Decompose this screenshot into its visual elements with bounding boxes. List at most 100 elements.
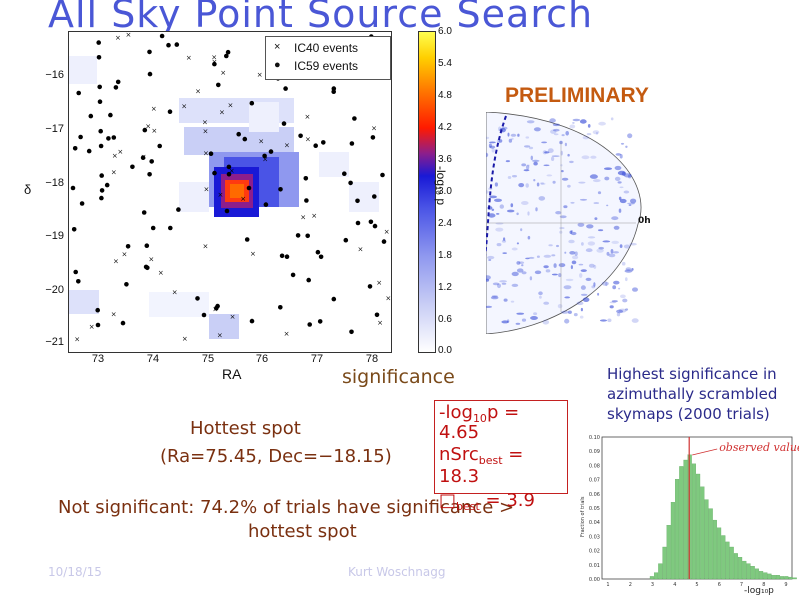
skymap-blob (494, 182, 498, 187)
skymap-blob (580, 307, 583, 312)
ic40-event-marker: × (300, 214, 306, 222)
y-tick-label: −17 (45, 123, 64, 135)
skymap-blob (551, 155, 560, 157)
ic59-event-marker (124, 282, 129, 287)
skymap-blob (521, 264, 524, 267)
ic59-event-marker (99, 195, 104, 201)
skymap-blob (527, 235, 531, 240)
ic59-event-marker (268, 149, 274, 154)
ic59-event-marker (73, 269, 78, 275)
skymap-blob (559, 227, 565, 229)
heatmap-cell (249, 102, 279, 132)
histogram-bar (729, 546, 734, 580)
skymap-blob (521, 163, 527, 167)
y-tick-label: −21 (45, 336, 64, 348)
ic40-event-marker: × (305, 113, 311, 121)
skymap-blob (553, 128, 560, 132)
ic40-event-marker: × (212, 305, 218, 313)
ic40-event-marker: × (172, 289, 178, 297)
ic40-event-marker: × (211, 54, 217, 62)
ic40-event-marker: × (229, 167, 235, 175)
ic59-event-marker (125, 244, 131, 249)
ic40-event-marker: × (122, 251, 128, 259)
skymap-blob (587, 236, 596, 239)
skymap-blob (579, 315, 584, 319)
ic59-event-marker (96, 55, 102, 60)
skymap-blob (573, 313, 578, 317)
skymap-blob (611, 300, 618, 303)
ic59-event-marker (98, 128, 103, 134)
y-tick-label: −16 (45, 69, 64, 81)
heatmap-cell (179, 182, 209, 212)
skymap-blob (517, 133, 520, 137)
histogram-bar (750, 566, 755, 580)
ic59-event-marker (246, 185, 252, 191)
skymap-blob (552, 180, 556, 184)
skymap-image (486, 112, 656, 334)
skymap-blob (516, 312, 525, 315)
skymap-blob (561, 310, 569, 314)
skymap-blob (576, 301, 584, 306)
result-nsrc-value: 18.3 (439, 466, 480, 487)
skymap-blob (577, 222, 585, 227)
skymap-blob (602, 240, 611, 243)
histogram-bar (696, 473, 701, 580)
ic40-event-marker: × (151, 105, 157, 113)
skymap-blob (541, 141, 547, 144)
skymap-blob (606, 251, 610, 256)
skymap-blob (555, 211, 562, 215)
histogram-bar (683, 459, 688, 580)
ic40-event-marker: × (250, 250, 256, 258)
skymap-blob (579, 119, 587, 124)
skymap-blob (499, 204, 504, 209)
skymap-blob (569, 251, 576, 255)
histogram-y-tick: 0.03 (589, 534, 600, 540)
ic40-event-marker: × (228, 102, 234, 110)
skymap-blob (579, 273, 583, 278)
skymap-blob (511, 271, 519, 277)
skymap-blob (597, 191, 602, 195)
skymap-blob (530, 155, 533, 161)
ic40-event-marker: × (145, 122, 151, 130)
skymap-blob (615, 153, 621, 156)
skymap-blob (553, 263, 557, 268)
ic40-event-marker: × (182, 335, 188, 343)
skymap-blob (543, 254, 552, 258)
histogram-bar (754, 568, 759, 580)
skymap-blob (531, 159, 540, 162)
histogram-y-tick: 0.06 (589, 492, 600, 498)
ic40-event-marker: × (217, 332, 223, 340)
histogram-bar (725, 541, 730, 580)
skymap-blob (518, 261, 525, 264)
skymap-blob (486, 152, 489, 158)
ic59-event-marker (147, 172, 152, 177)
ic59-event-marker (263, 202, 269, 207)
skymap-blob (572, 122, 575, 124)
ic40-event-marker: × (385, 295, 391, 303)
skymap-blob (505, 160, 510, 163)
histogram-y-tick: 0.02 (589, 549, 600, 555)
ic40-event-marker: × (284, 142, 290, 150)
skymap-blob (570, 231, 577, 236)
ic59-event-marker (318, 254, 324, 260)
ic59-event-marker (212, 61, 217, 67)
ic40-event-marker: × (305, 135, 311, 143)
ic40-event-marker: × (377, 319, 383, 327)
ic59-event-marker (166, 42, 171, 48)
skymap-blob (550, 129, 557, 134)
colorbar-tick: 5.4 (438, 58, 452, 69)
skymap-blob (543, 164, 550, 167)
histogram-y-tick: 0.07 (589, 478, 600, 484)
ic59-event-marker (142, 127, 148, 133)
ic40-event-marker: × (113, 257, 119, 265)
hottest-spot-title: Hottest spot (190, 418, 301, 439)
skymap-blob (527, 164, 530, 167)
skymap-blob (564, 318, 570, 324)
ic59-event-marker (113, 85, 119, 90)
ic59-event-marker (370, 135, 376, 140)
skymap-blob (486, 190, 489, 194)
skymap-blob (572, 118, 581, 122)
skymap-blob (551, 273, 558, 276)
skymap-blob (592, 130, 600, 135)
skymap-blob (488, 143, 492, 148)
